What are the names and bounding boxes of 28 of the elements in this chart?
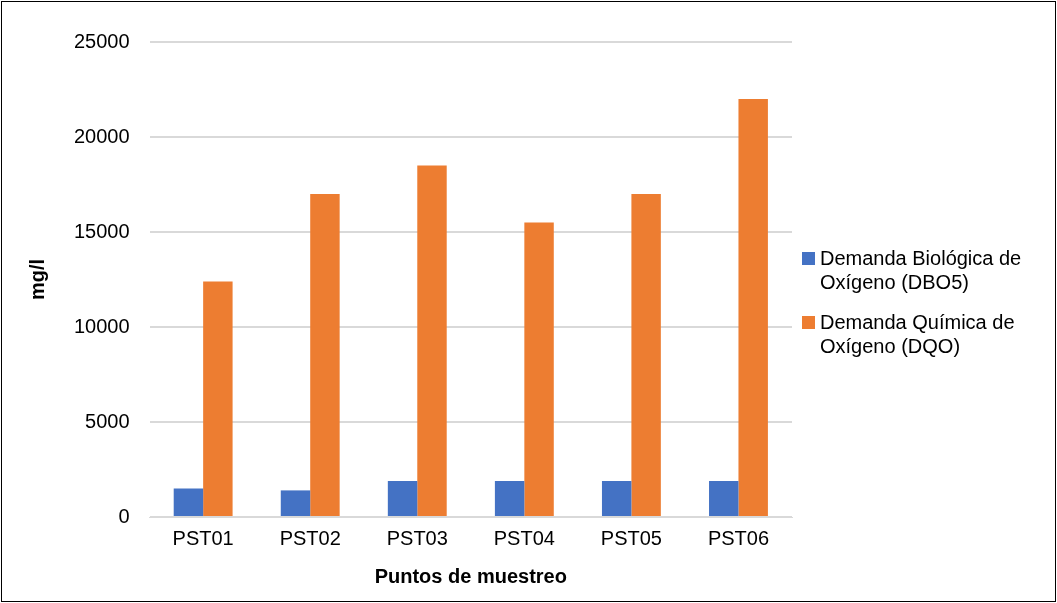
legend-label: Demanda Biológica de Oxígeno (DBO5) [820, 245, 1023, 294]
y-tick-label: 10000 [73, 314, 130, 337]
y-axis-title: mg/l [25, 258, 48, 301]
bar [709, 480, 739, 516]
bar [387, 480, 418, 516]
y-tick-label: 0 [118, 504, 130, 527]
bar [494, 480, 525, 516]
x-tick-label: PST04 [493, 526, 555, 549]
x-axis-title: Puntos de muestreo [374, 564, 567, 587]
bar [173, 488, 204, 516]
x-tick-label: PST05 [600, 526, 662, 549]
y-tick-label: 20000 [73, 124, 130, 147]
x-tick-label: PST03 [386, 526, 448, 549]
x-tick-label: PST01 [172, 526, 234, 549]
y-tick-label: 5000 [85, 409, 130, 432]
legend-label: Demanda Química de Oxígeno (DQO) [820, 309, 1016, 358]
bar [631, 194, 661, 516]
bar [738, 99, 768, 516]
bar [203, 281, 233, 516]
x-tick-label: PST02 [279, 526, 341, 549]
bar [310, 194, 340, 516]
bar [601, 480, 632, 516]
y-tick-label: 15000 [73, 219, 130, 242]
x-tick-label: PST06 [707, 526, 770, 549]
bar [417, 165, 447, 516]
y-tick-label: 25000 [73, 29, 130, 52]
bar [280, 490, 311, 516]
bar [524, 222, 554, 516]
